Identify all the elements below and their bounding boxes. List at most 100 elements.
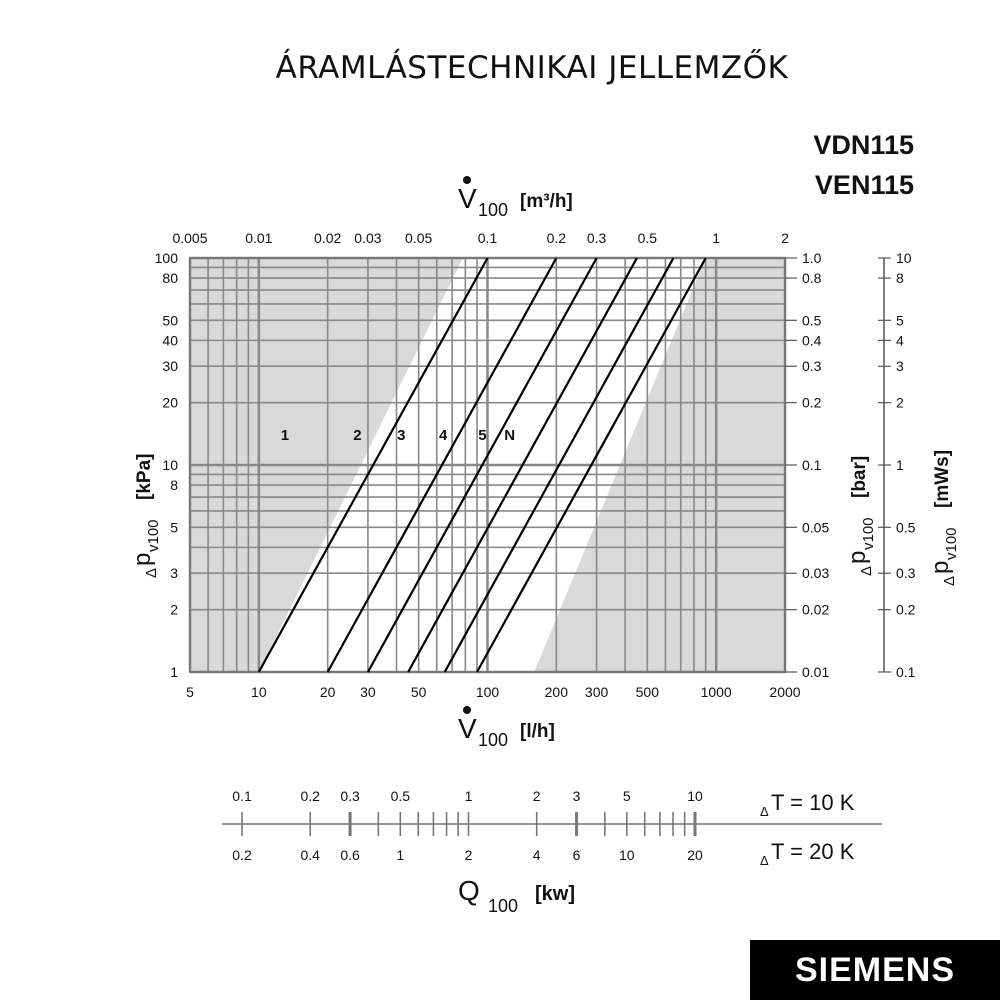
siemens-logo: SIEMENS [750,940,1000,1000]
x-axis-title-bottom: V 100 [l/h] [458,706,555,750]
y-tick-label-bar: 0.8 [802,270,822,286]
page-title: ÁRAMLÁSTECHNIKAI JELLEMZŐK [275,50,789,86]
x-tick-label-top: 0.01 [245,230,272,246]
axis-title-symbol: p [129,553,156,566]
x-tick-label-top: 0.03 [354,230,381,246]
y-tick-label-mws: 10 [896,250,912,266]
axis-title-dot [463,176,471,184]
power-tick-label-10k: 2 [533,788,541,804]
x-tick-label-bottom: 200 [545,684,569,700]
x-axis-title-top: V 100 [m³/h] [458,176,573,220]
x-tick-label-bottom: 10 [251,684,267,700]
x-tick-label-top: 0.1 [478,230,498,246]
axis-title-prefix: Δ [143,568,160,578]
y-tick-label-bar: 1.0 [802,250,822,266]
power-tick-label-20k: 10 [619,847,635,863]
characteristic-line-4 [407,257,638,673]
axis-title-subscript: v100 [943,527,960,560]
x-tick-label-bottom: 2000 [769,684,800,700]
y-tick-label-bar: 0.4 [802,332,822,348]
y-tick-label-bar: 0.01 [802,664,829,680]
x-tick-label-bottom: 100 [476,684,500,700]
y-tick-label-left: 1 [170,664,178,680]
power-tick-label-20k: 0.2 [232,847,252,863]
axis-title-symbol: V [458,183,477,214]
axis-title-subscript: 100 [488,896,518,916]
x-tick-label-bottom: 20 [320,684,336,700]
y-tick-label-mws: 4 [896,332,904,348]
characteristic-label-3: 3 [397,427,405,444]
axis-title-unit: [kw] [535,883,575,905]
axis-title-prefix: Δ [941,576,958,586]
y-tick-label-left: 80 [162,270,178,286]
y-tick-label-left: 2 [170,602,178,618]
characteristic-line-3 [366,257,598,673]
y-tick-label-mws: 0.1 [896,664,916,680]
y-tick-label-mws: 0.5 [896,519,916,535]
x-tick-label-bottom: 50 [411,684,427,700]
row-label-text: T = 10 K [771,790,855,815]
axis-title-subscript: 100 [478,200,508,220]
power-axis-title: Q 100 [kw] [458,875,575,916]
x-tick-label-bottom: 5 [186,684,194,700]
axis-title-unit: [l/h] [520,721,555,742]
y-tick-label-mws: 0.2 [896,602,916,618]
power-tick-label-10k: 0.3 [340,788,360,804]
y-tick-label-mws: 2 [896,395,904,411]
y-tick-label-bar: 0.03 [802,565,829,581]
power-tick-label-10k: 5 [623,788,631,804]
power-tick-label-10k: 3 [573,788,581,804]
power-tick-label-20k: 4 [533,847,541,863]
y-tick-label-mws: 3 [896,358,904,374]
axis-title-subscript: v100 [860,517,877,550]
power-tick-label-10k: 0.5 [391,788,411,804]
x-tick-label-top: 0.5 [638,230,658,246]
characteristic-line-1 [257,257,489,673]
characteristic-line-5 [443,257,675,673]
axis-title-symbol: V [458,713,477,744]
power-tick-label-10k: 0.1 [232,788,252,804]
x-tick-label-bottom: 1000 [701,684,732,700]
axis-title-subscript: v100 [145,519,162,552]
y-tick-label-left: 100 [155,250,179,266]
characteristic-label-4: 4 [439,427,448,444]
x-tick-label-top: 0.2 [547,230,567,246]
y-tick-label-bar: 0.5 [802,312,822,328]
y-tick-label-bar: 0.1 [802,457,822,473]
model-name-vdn115: VDN115 [813,130,914,160]
y-tick-label-mws: 0.3 [896,565,916,581]
x-tick-label-top: 2 [781,230,789,246]
power-tick-label-20k: 2 [465,847,473,863]
y-tick-label-bar: 0.2 [802,395,822,411]
power-tick-label-10k: 10 [687,788,703,804]
y-tick-label-bar: 0.02 [802,602,829,618]
x-tick-label-bottom: 500 [636,684,660,700]
power-tick-label-20k: 20 [687,847,703,863]
characteristic-label-n: N [504,427,515,444]
axis-title-subscript: 100 [478,730,508,750]
power-tick-label-10k: 0.2 [300,788,320,804]
y-tick-label-left: 3 [170,565,178,581]
axis-title-unit: [mWs] [932,450,953,508]
characteristic-label-5: 5 [478,427,486,444]
axis-title-dot [463,706,471,714]
axis-title-unit: [kPa] [134,454,155,500]
y-tick-label-left: 10 [162,457,178,473]
siemens-logo-text: SIEMENS [794,950,956,989]
model-name-ven115: VEN115 [814,170,914,200]
axis-title-symbol: Q [458,875,480,906]
row-label-prefix: Δ [760,804,769,819]
x-tick-label-top: 0.05 [405,230,432,246]
axis-title-symbol: p [927,561,954,574]
power-tick-label-10k: 1 [465,788,473,804]
axis-title-unit: [bar] [849,456,870,498]
axis-title-symbol: p [844,551,871,564]
y-tick-label-bar: 0.3 [802,358,822,374]
x-tick-label-bottom: 300 [585,684,609,700]
y-tick-label-left: 40 [162,332,178,348]
power-tick-label-20k: 6 [573,847,581,863]
